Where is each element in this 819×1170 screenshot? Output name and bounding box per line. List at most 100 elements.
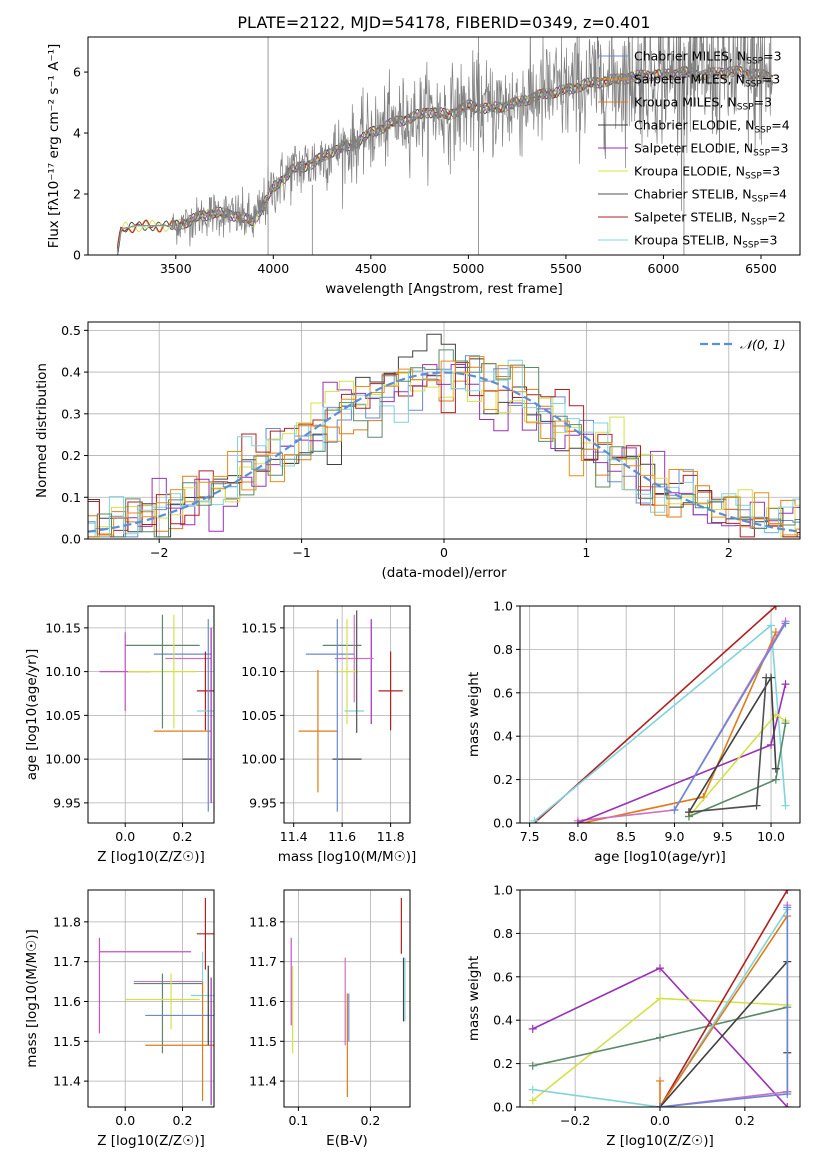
histogram-step bbox=[88, 372, 800, 538]
weight-marker bbox=[656, 964, 664, 973]
chart-title: PLATE=2122, MJD=54178, FIBERID=0349, z=0… bbox=[237, 13, 650, 32]
x-tick-label: 9.5 bbox=[713, 829, 733, 844]
y-tick-label: 6 bbox=[73, 65, 81, 80]
y-tick-label: 0.2 bbox=[61, 448, 81, 463]
x-axis-label: wavelength [Angstrom, rest frame] bbox=[325, 281, 563, 297]
plot-area bbox=[290, 897, 406, 1098]
axes-frame bbox=[283, 605, 411, 824]
y-tick-label: 11.8 bbox=[249, 914, 277, 929]
y-tick-label: 10.10 bbox=[241, 664, 277, 679]
y-axis-label: mass [log10(M/M☉)] bbox=[24, 929, 40, 1068]
x-tick-label: −0.2 bbox=[560, 1113, 590, 1128]
y-tick-label: 0 bbox=[73, 248, 81, 263]
legend-entry: Kroupa STELIB, NSSP=3 bbox=[634, 233, 778, 251]
y-tick-label: 11.4 bbox=[249, 1074, 277, 1089]
y-tick-label: 10.00 bbox=[241, 752, 277, 767]
x-axis-label: Z [log10(Z/Z☉)] bbox=[97, 1133, 205, 1149]
weight-marker bbox=[762, 673, 771, 682]
y-tick-label: 0.1 bbox=[61, 490, 81, 505]
y-tick-label: 10.15 bbox=[241, 620, 277, 635]
histogram-step bbox=[88, 349, 800, 538]
spectrum-data-line bbox=[116, 37, 774, 252]
chart-weight_vs_Z: −0.2 0.0 0.2 0.0 0.2 0.4 0.6 0.8 1.0 Z [log10(Z/Z… bbox=[466, 883, 801, 1149]
y-axis-label: mass weight bbox=[466, 956, 482, 1041]
weight-series-line bbox=[688, 674, 777, 813]
y-tick-label: 0.0 bbox=[493, 816, 513, 831]
y-tick-label: 0.6 bbox=[493, 685, 513, 700]
x-tick-label: 7.5 bbox=[520, 829, 540, 844]
axes-frame bbox=[519, 889, 801, 1108]
y-tick-label: 0.8 bbox=[493, 642, 513, 657]
weight-marker bbox=[783, 1103, 792, 1107]
plot-area bbox=[98, 897, 214, 1106]
x-tick-label: 2 bbox=[725, 545, 733, 560]
x-tick-label: 0.0 bbox=[115, 1113, 135, 1128]
y-tick-label: 0.2 bbox=[493, 1056, 513, 1071]
weight-marker bbox=[528, 1024, 537, 1033]
y-tick-label: 11.8 bbox=[53, 914, 81, 929]
y-tick-label: 0.6 bbox=[493, 969, 513, 984]
y-tick-label: 0.3 bbox=[61, 406, 81, 421]
weight-marker bbox=[530, 816, 539, 823]
plot-area bbox=[88, 333, 800, 538]
legend-entry: Kroupa MILES, NSSP=3 bbox=[634, 95, 772, 113]
legend-entry: Kroupa ELODIE, NSSP=3 bbox=[634, 164, 780, 182]
weight-marker bbox=[656, 1076, 664, 1085]
legend-entry: Chabrier ELODIE, NSSP=4 bbox=[634, 118, 790, 136]
weight-marker bbox=[656, 1033, 664, 1042]
x-tick-label: 9.0 bbox=[665, 829, 685, 844]
x-tick-label: −1 bbox=[292, 545, 310, 560]
weight-marker bbox=[656, 994, 664, 1003]
chart-age_vs_mass: 11.4 11.6 11.8 9.95 10.00 10.05 10.10 10.15 mass… bbox=[241, 605, 417, 865]
y-tick-label: 1.0 bbox=[493, 599, 513, 614]
x-tick-label: 11.4 bbox=[280, 829, 308, 844]
y-tick-label: 11.4 bbox=[53, 1074, 81, 1089]
y-tick-label: 0.0 bbox=[61, 532, 81, 547]
plot-area bbox=[530, 606, 790, 823]
x-tick-label: 11.6 bbox=[328, 829, 356, 844]
chart-mass_vs_Z: 0.0 0.2 11.4 11.5 11.6 11.7 11.8 Z [log10(Z/Z☉)… bbox=[24, 889, 215, 1149]
histogram-step bbox=[88, 363, 800, 535]
y-axis-label: Normed distribution bbox=[34, 363, 50, 498]
weight-marker bbox=[528, 1096, 537, 1105]
histogram-step bbox=[88, 362, 800, 538]
x-tick-label: 0.0 bbox=[115, 829, 135, 844]
x-axis-label: mass [log10(M/M☉)] bbox=[278, 849, 417, 865]
y-tick-label: 11.5 bbox=[249, 1034, 277, 1049]
plot-area bbox=[99, 614, 214, 812]
histogram-step bbox=[88, 356, 800, 538]
y-tick-label: 0.4 bbox=[493, 729, 513, 744]
legend-entry: Salpeter STELIB, NSSP=2 bbox=[634, 210, 786, 228]
x-tick-label: 10.0 bbox=[757, 829, 785, 844]
weight-marker bbox=[771, 764, 780, 773]
weight-series-line bbox=[582, 631, 777, 823]
weight-marker bbox=[781, 680, 790, 689]
x-tick-label: 8.0 bbox=[568, 829, 588, 844]
x-axis-label: age [log10(age/yr)] bbox=[594, 849, 726, 865]
weight-marker bbox=[783, 1089, 792, 1098]
y-tick-label: 0.4 bbox=[493, 1013, 513, 1028]
y-tick-label: 11.6 bbox=[53, 994, 81, 1009]
y-axis-label: mass weight bbox=[466, 672, 482, 757]
x-tick-label: 8.5 bbox=[616, 829, 636, 844]
chart-age_vs_Z: 0.0 0.2 9.95 10.00 10.05 10.10 10.15 Z [log10(Z… bbox=[24, 605, 215, 865]
y-tick-label: 11.5 bbox=[53, 1034, 81, 1049]
y-tick-label: 11.7 bbox=[249, 954, 277, 969]
weight-marker bbox=[767, 740, 776, 749]
x-tick-label: 0.2 bbox=[173, 829, 193, 844]
legend-entry: Salpeter MILES, NSSP=3 bbox=[634, 72, 780, 90]
y-tick-label: 0.0 bbox=[493, 1100, 513, 1115]
x-tick-label: 1 bbox=[582, 545, 590, 560]
x-tick-label: 0.2 bbox=[735, 1113, 755, 1128]
x-tick-label: 6500 bbox=[745, 261, 777, 276]
axes-frame bbox=[87, 36, 801, 256]
weight-marker bbox=[528, 1061, 537, 1070]
x-tick-label: 0 bbox=[440, 545, 448, 560]
x-tick-label: 5000 bbox=[452, 261, 484, 276]
weight-series-line bbox=[659, 890, 788, 1107]
y-tick-label: 1.0 bbox=[493, 883, 513, 898]
weight-marker bbox=[781, 719, 790, 728]
y-tick-label: 10.05 bbox=[45, 708, 81, 723]
weight-marker bbox=[752, 801, 761, 810]
plot-area bbox=[528, 890, 792, 1107]
